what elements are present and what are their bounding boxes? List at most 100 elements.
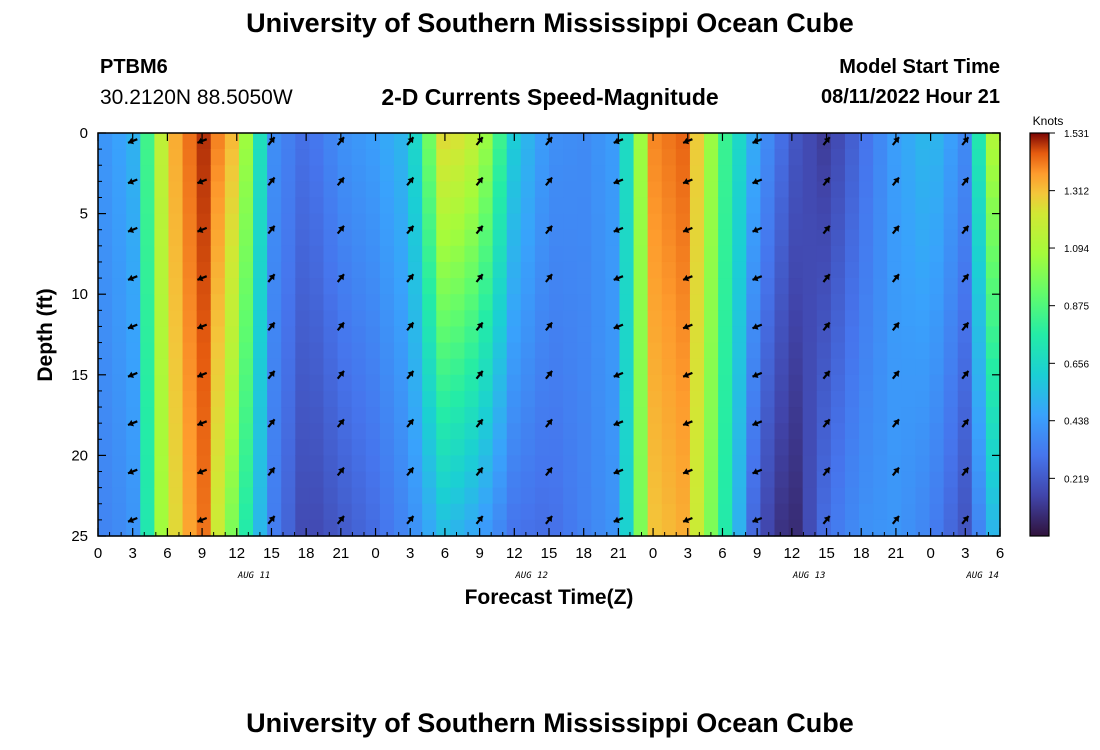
heatmap-cell: [267, 294, 282, 311]
heatmap-cell: [464, 229, 480, 247]
current-arrow: [475, 321, 484, 331]
heatmap-cell: [408, 439, 423, 456]
heatmap-cell: [140, 278, 155, 295]
heatmap-cell: [210, 487, 226, 505]
current-arrow: [752, 468, 763, 475]
heatmap-cell: [534, 342, 550, 360]
current-arrow: [196, 419, 208, 427]
heatmap-cell: [520, 471, 536, 489]
heatmap-cell: [506, 326, 522, 344]
heatmap-cell: [929, 229, 945, 247]
heatmap-cell: [126, 149, 141, 166]
heatmap-cell: [98, 439, 113, 456]
heatmap-cell: [577, 423, 592, 440]
heatmap-cell: [985, 423, 1001, 440]
heatmap-cell: [577, 310, 592, 328]
heatmap-cell: [647, 197, 663, 215]
heatmap-cell: [760, 519, 776, 537]
heatmap-cell: [985, 261, 1001, 279]
heatmap-cell: [816, 439, 832, 456]
heatmap-cell: [859, 390, 874, 408]
heatmap-cell: [873, 519, 888, 537]
heatmap-cell: [915, 326, 931, 344]
heatmap-cell: [605, 423, 621, 440]
heatmap-cell: [788, 197, 804, 215]
heatmap-cell: [760, 455, 776, 473]
heatmap-cell: [844, 358, 860, 376]
current-arrow: [406, 515, 415, 525]
heatmap-cell: [591, 503, 606, 521]
current-arrow: [127, 323, 138, 330]
heatmap-cell: [436, 133, 451, 150]
heatmap-cell: [281, 294, 296, 311]
heatmap-cell: [295, 519, 310, 537]
footer-title: University of Southern Mississippi Ocean…: [246, 708, 854, 738]
heatmap-cell: [661, 181, 677, 199]
heatmap-cell: [351, 261, 367, 279]
heatmap-cell: [788, 374, 804, 392]
heatmap-cell: [985, 213, 1001, 231]
heatmap-cell: [746, 374, 761, 392]
heatmap-cell: [224, 245, 240, 263]
heatmap-cell: [478, 278, 494, 295]
heatmap-cell: [267, 213, 282, 231]
heatmap-cell: [210, 503, 226, 521]
heatmap-cell: [971, 374, 987, 392]
heatmap-cell: [351, 471, 367, 489]
heatmap-cell: [450, 423, 466, 440]
heatmap-cell: [196, 294, 212, 311]
station-coordinates: 30.2120N 88.5050W: [100, 86, 293, 109]
current-arrow: [475, 418, 484, 428]
heatmap-cell: [760, 310, 776, 328]
heatmap-cell: [478, 439, 494, 456]
heatmap-cell: [985, 245, 1001, 263]
heatmap-cell: [112, 390, 127, 408]
heatmap-cell: [224, 342, 240, 360]
heatmap-cell: [563, 407, 578, 424]
heatmap-cell: [492, 133, 508, 150]
heatmap-cell: [267, 374, 282, 392]
heatmap-cell: [365, 165, 381, 182]
heatmap-cell: [943, 149, 959, 166]
heatmap-cell: [408, 390, 423, 408]
heatmap-cell: [788, 278, 804, 295]
heatmap-cell: [774, 519, 790, 537]
heatmap-cell: [520, 165, 536, 182]
heatmap-cell: [802, 133, 818, 150]
heatmap-cell: [267, 519, 282, 537]
heatmap-cell: [520, 229, 536, 247]
heatmap-cell: [365, 326, 381, 344]
heatmap-cell: [253, 294, 268, 311]
heatmap-cell: [393, 455, 409, 473]
heatmap-cell: [182, 390, 198, 408]
x-tick-label: 3: [684, 545, 692, 562]
heatmap-cell: [943, 439, 959, 456]
heatmap-cell: [408, 407, 423, 424]
heatmap-cell: [450, 374, 466, 392]
heatmap-cell: [760, 374, 776, 392]
heatmap-cell: [549, 165, 564, 182]
heatmap-cell: [873, 326, 888, 344]
heatmap-cell: [830, 149, 846, 166]
heatmap-cell: [577, 229, 592, 247]
heatmap-cell: [957, 423, 973, 440]
heatmap-cell: [323, 471, 339, 489]
heatmap-cell: [464, 342, 480, 360]
heatmap-cell: [168, 229, 184, 247]
current-arrow: [752, 516, 763, 524]
heatmap-cell: [816, 455, 832, 473]
heatmap-cell: [464, 326, 480, 344]
heatmap-cell: [675, 455, 691, 473]
heatmap-cell: [224, 149, 240, 166]
heatmap-cell: [154, 487, 170, 505]
colorbar-tick-label: 0.875: [1064, 302, 1089, 313]
heatmap-cell: [436, 326, 451, 344]
heatmap-cell: [802, 261, 818, 279]
current-arrow: [406, 321, 415, 331]
current-arrow: [196, 226, 208, 233]
current-arrow: [475, 176, 484, 186]
heatmap-cell: [182, 213, 198, 231]
heatmap-cell: [859, 423, 874, 440]
heatmap-cell: [563, 213, 578, 231]
heatmap-cell: [830, 407, 846, 424]
